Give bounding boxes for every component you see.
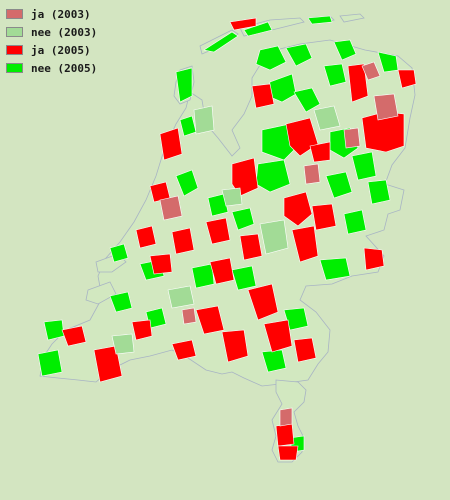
legend-label: nee (2003): [31, 26, 97, 39]
legend-label: ja (2003): [31, 8, 91, 21]
region-ja-2003: [344, 128, 360, 148]
region-ja-2005: [276, 424, 294, 446]
region-ja-2005: [240, 234, 262, 260]
legend-swatch-nee-2003: [6, 27, 23, 37]
region-nee-2005: [192, 264, 214, 288]
legend-swatch-ja-2003: [6, 9, 23, 19]
region-nee-2005: [38, 350, 62, 376]
region-ja-2005: [312, 204, 336, 230]
region-ja-2005: [160, 128, 182, 160]
region-ja-2005: [294, 338, 316, 362]
region-nee-2003: [168, 286, 194, 308]
region-ja-2003: [182, 308, 196, 324]
legend-label: ja (2005): [31, 44, 91, 57]
legend-item-ja-2003: ja (2003): [6, 5, 97, 23]
region-ja-2005: [172, 340, 196, 360]
region-nee-2003: [112, 334, 134, 354]
region-ja-2003: [304, 164, 320, 184]
region-nee-2003: [194, 106, 214, 134]
region-nee-2005: [44, 320, 64, 340]
region-ja-2005: [136, 226, 156, 248]
region-ja-2003: [160, 196, 182, 220]
region-ja-2003: [280, 408, 292, 426]
region-nee-2005: [344, 210, 366, 234]
region-nee-2005: [368, 180, 390, 204]
region-ja-2005: [172, 228, 194, 254]
region-ja-2005: [364, 248, 384, 270]
legend-item-nee-2003: nee (2003): [6, 23, 97, 41]
legend: ja (2003) nee (2003) ja (2005) nee (2005…: [6, 5, 97, 77]
legend-item-nee-2005: nee (2005): [6, 59, 97, 77]
region-ja-2005: [252, 84, 274, 108]
legend-item-ja-2005: ja (2005): [6, 41, 97, 59]
region-ja-2005: [150, 254, 172, 274]
legend-swatch-ja-2005: [6, 45, 23, 55]
region-ja-2003: [374, 94, 398, 120]
region-nee-2005: [308, 16, 332, 24]
legend-swatch-nee-2005: [6, 63, 23, 73]
island-schiermonnikoog: [340, 14, 364, 22]
region-ja-2005: [278, 446, 298, 460]
legend-label: nee (2005): [31, 62, 97, 75]
